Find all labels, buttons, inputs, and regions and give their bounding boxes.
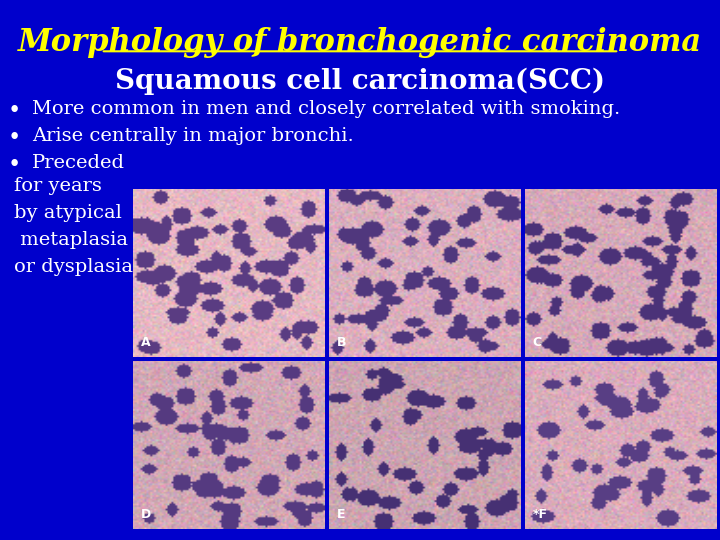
Text: •: • (7, 154, 20, 176)
Text: for years: for years (14, 177, 102, 195)
Text: Preceded: Preceded (32, 154, 125, 172)
Text: *F: *F (533, 508, 547, 521)
Text: or dysplasia: or dysplasia (14, 258, 133, 276)
Text: Morphology of bronchogenic carcinoma: Morphology of bronchogenic carcinoma (18, 27, 702, 58)
Text: More common in men and closely correlated with smoking.: More common in men and closely correlate… (32, 100, 621, 118)
Text: D: D (141, 508, 151, 521)
Text: •: • (7, 127, 20, 149)
Text: B: B (337, 336, 346, 349)
Text: A: A (141, 336, 150, 349)
Text: Squamous cell carcinoma(SCC): Squamous cell carcinoma(SCC) (115, 68, 605, 95)
Text: E: E (337, 508, 345, 521)
Text: •: • (7, 100, 20, 122)
Text: metaplasia: metaplasia (14, 231, 128, 249)
Text: Arise centrally in major bronchi.: Arise centrally in major bronchi. (32, 127, 354, 145)
Text: by atypical: by atypical (14, 204, 122, 222)
Text: C: C (533, 336, 541, 349)
